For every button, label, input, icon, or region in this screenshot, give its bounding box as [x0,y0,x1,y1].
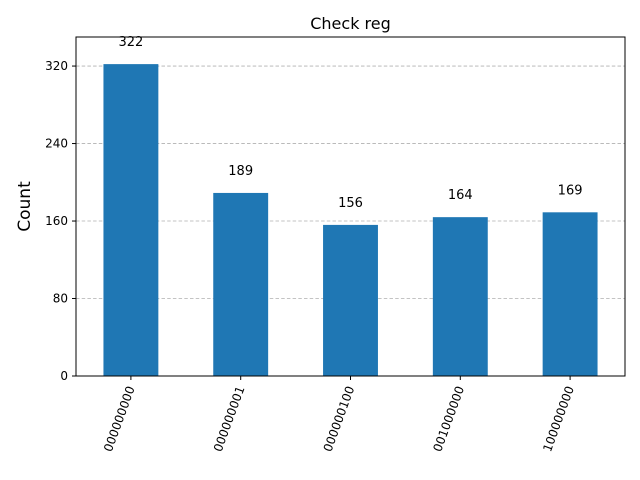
bars [103,64,598,377]
data-label-000000100: 156 [338,196,363,211]
chart-title: Check reg [310,14,391,33]
y-tick-label: 160 [45,214,68,228]
x-axis-ticks: 000000000 000000001 000000100 001000000 1000… [101,376,577,454]
data-label-001000000: 164 [448,188,473,203]
x-tick-label-000000000: 000000000 [101,384,138,453]
bar-000000001 [213,192,269,376]
bar-001000000 [432,217,488,376]
y-axis-ticks: 0 80 160 240 320 [45,59,76,383]
bar-100000000 [542,212,598,376]
data-label-100000000: 169 [558,183,583,198]
data-labels: 322 189 156 164 169 [118,35,582,211]
bar-000000100 [323,224,378,376]
y-tick-label: 80 [53,292,68,306]
x-tick-label-000000001: 000000001 [211,384,248,453]
y-tick-label: 240 [45,137,68,151]
y-tick-label: 320 [45,59,68,73]
x-tick-label-100000000: 100000000 [540,384,577,453]
y-tick-label: 0 [60,369,68,383]
y-axis-label: Count [15,181,35,232]
data-label-000000000: 322 [118,35,143,50]
x-tick-label-001000000: 001000000 [430,384,467,453]
x-tick-label-000000100: 000000100 [321,384,358,453]
data-label-000000001: 189 [228,164,253,179]
bar-000000000 [103,64,159,377]
